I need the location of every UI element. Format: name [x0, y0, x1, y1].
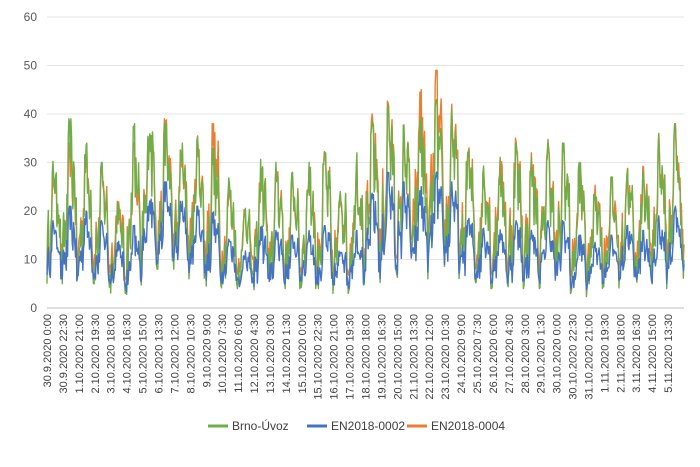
- y-tick-label: 10: [24, 253, 38, 267]
- x-tick-label: 31.10.2020 21:00: [583, 314, 595, 400]
- x-tick-label: 10.10.2020 7:30: [217, 314, 229, 394]
- x-tick-label: 12.10.2020 4:30: [249, 314, 261, 394]
- legend-item: Brno-Úvoz: [208, 418, 289, 433]
- x-tick-label: 30.10.2020 22:30: [568, 314, 580, 400]
- x-tick-label: 15.10.2020 22:30: [313, 314, 325, 400]
- x-tick-label: 19.10.2020 16:30: [376, 314, 388, 400]
- x-tick-label: 20.10.2020 15:00: [392, 314, 404, 400]
- x-tick-label: 6.10.2020 13:30: [153, 314, 165, 394]
- x-tick-label: 11.10.2020 6:00: [233, 314, 245, 393]
- x-axis: 30.9.2020 0:00 30.9.2020 22:30 1.10.2020 2…: [42, 314, 675, 400]
- x-tick-label: 26.10.2020 6:00: [488, 314, 500, 394]
- x-tick-label: 2.11.2020 18:00: [615, 314, 627, 393]
- x-tick-label: 9.10.2020 9:00: [201, 314, 213, 387]
- x-tick-label: 30.9.2020 0:00: [42, 314, 54, 387]
- series-line-1: [46, 171, 685, 293]
- y-tick-label: 40: [24, 107, 38, 121]
- x-tick-label: 21.10.2020 13:30: [408, 314, 420, 400]
- x-tick-label: 24.10.2020 9:00: [456, 314, 468, 394]
- x-tick-label: 8.10.2020 10:30: [185, 314, 197, 394]
- x-tick-label: 30.9.2020 22:30: [58, 314, 70, 394]
- x-tick-label: 22.10.2020 12:00: [424, 314, 436, 400]
- plot-area: [46, 69, 685, 298]
- x-tick-label: 17.10.2020 19:30: [345, 314, 357, 400]
- x-tick-label: 15.10.2020 0:00: [297, 314, 309, 394]
- legend: Brno-Úvoz EN2018-0002 EN2018-0004: [208, 418, 505, 433]
- x-tick-label: 28.10.2020 3:00: [520, 314, 532, 394]
- x-tick-label: 4.11.2020 15:00: [647, 314, 659, 393]
- x-tick-label: 30.10.2020 0:00: [552, 314, 564, 394]
- y-tick-label: 50: [24, 59, 38, 73]
- x-tick-label: 25.10.2020 7:30: [472, 314, 484, 394]
- x-tick-label: 7.10.2020 12:00: [169, 314, 181, 394]
- y-tick-label: 30: [24, 156, 38, 170]
- x-tick-label: 1.11.2020 19:30: [599, 314, 611, 393]
- x-tick-label: 4.10.2020 16:30: [122, 314, 134, 394]
- legend-label: Brno-Úvoz: [232, 418, 289, 433]
- x-tick-label: 2.10.2020 19:30: [90, 314, 102, 394]
- legend-label: EN2018-0004: [431, 419, 505, 433]
- legend-label: EN2018-0002: [331, 419, 405, 433]
- x-tick-label: 18.10.2020 18:00: [361, 314, 373, 400]
- legend-item: EN2018-0002: [307, 419, 405, 433]
- x-tick-label: 23.10.2020 10:30: [440, 314, 452, 400]
- x-tick-label: 5.11.2020 13:30: [663, 314, 675, 393]
- x-tick-label: 3.11.2020 16:30: [631, 314, 643, 393]
- y-tick-label: 0: [30, 301, 37, 315]
- x-tick-label: 3.10.2020 18:00: [106, 314, 118, 394]
- x-tick-label: 1.10.2020 21:00: [74, 314, 86, 394]
- legend-item: EN2018-0004: [407, 419, 505, 433]
- x-tick-label: 5.10.2020 15:00: [138, 314, 150, 394]
- x-tick-label: 16.10.2020 21:00: [329, 314, 341, 400]
- y-tick-label: 60: [24, 10, 38, 24]
- x-tick-label: 27.10.2020 4:30: [504, 314, 516, 394]
- x-tick-label: 13.10.2020 3:00: [265, 314, 277, 394]
- y-tick-label: 20: [24, 204, 38, 218]
- y-axis: 0 10 20 30 40 50 60: [24, 10, 38, 315]
- x-tick-label: 14.10.2020 1:30: [281, 314, 293, 394]
- x-tick-label: 29.10.2020 1:30: [536, 314, 548, 394]
